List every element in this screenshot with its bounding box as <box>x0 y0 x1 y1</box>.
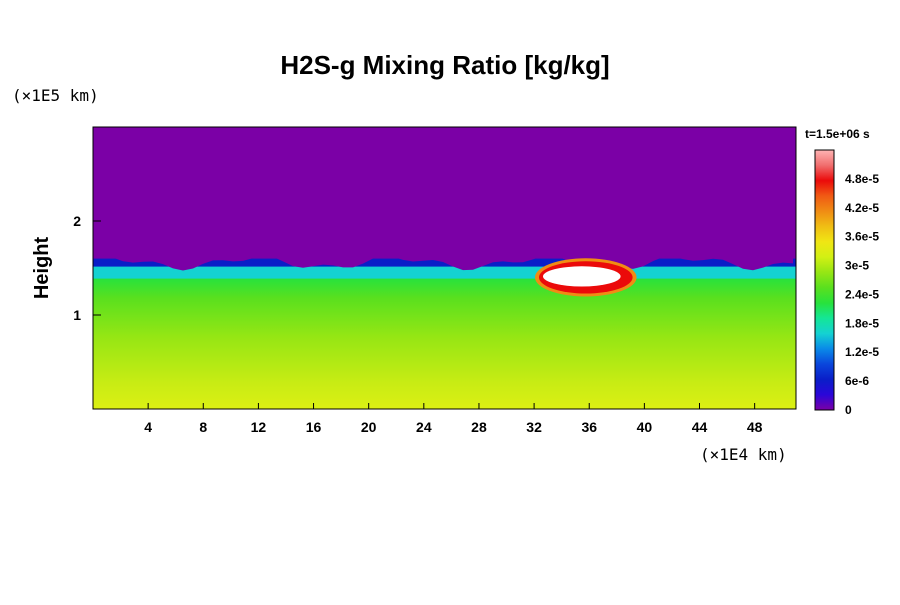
colorbar-tick-label: 4.8e-5 <box>845 172 879 186</box>
colorbar-tick-label: 1.2e-5 <box>845 345 879 359</box>
hotspot-core <box>542 266 621 287</box>
x-tick-label: 48 <box>747 419 763 435</box>
colorbar-tick-label: 1.8e-5 <box>845 316 879 330</box>
y-axis-label: Height <box>31 237 53 300</box>
y-tick-label: 1 <box>73 307 81 323</box>
x-tick-label: 24 <box>416 419 432 435</box>
colorbar-tick-label: 2.4e-5 <box>845 287 879 301</box>
colorbar-tick-label: 3.6e-5 <box>845 230 879 244</box>
lower-region <box>93 278 796 409</box>
x-tick-label: 4 <box>144 419 152 435</box>
x-tick-label: 12 <box>251 419 267 435</box>
x-tick-label: 40 <box>637 419 653 435</box>
x-tick-label: 8 <box>199 419 207 435</box>
colorbar-tick-label: 0 <box>845 403 852 417</box>
colorbar-tick-label: 3e-5 <box>845 259 869 273</box>
plot-frame <box>92 126 797 410</box>
interface-wave <box>93 127 796 271</box>
x-tick-label: 16 <box>306 419 322 435</box>
y-axis: 12 <box>73 213 101 323</box>
x-tick-label: 28 <box>471 419 487 435</box>
x-tick-label: 44 <box>692 419 708 435</box>
colorbar-tick-label: 4.2e-5 <box>845 201 879 215</box>
time-label: t=1.5e+06 s <box>805 127 870 141</box>
x-unit-label: (×1E4 km) <box>700 445 787 464</box>
heatmap-field <box>93 127 796 409</box>
colorbar-ticks: 0 6e-6 1.2e-5 1.8e-5 2.4e-5 3e-5 3.6e-5 4.2e-5 4… <box>845 172 879 417</box>
x-tick-label: 20 <box>361 419 377 435</box>
x-tick-label: 32 <box>526 419 542 435</box>
y-unit-label: (×1E5 km) <box>12 86 99 105</box>
chart-title: H2S-g Mixing Ratio [kg/kg] <box>280 50 609 80</box>
colorbar-tick-label: 6e-6 <box>845 374 869 388</box>
y-tick-label: 2 <box>73 213 81 229</box>
x-tick-label: 36 <box>581 419 597 435</box>
colorbar <box>814 149 835 411</box>
x-axis: 4 8 12 16 20 24 28 32 36 40 44 48 <box>144 403 763 435</box>
